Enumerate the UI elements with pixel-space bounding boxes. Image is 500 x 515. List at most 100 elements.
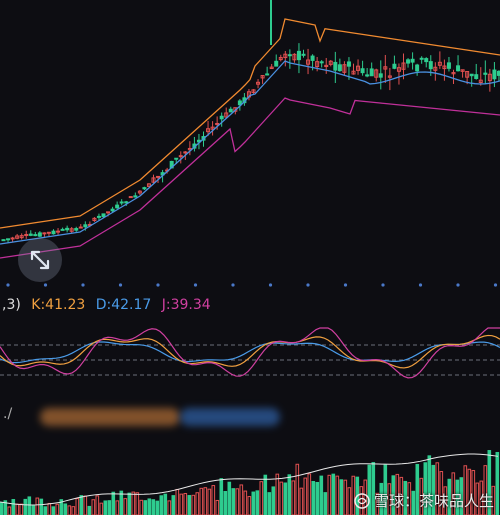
volume-bar <box>251 491 256 515</box>
volume-bar <box>323 492 328 515</box>
candle-body <box>37 232 42 237</box>
candle-body <box>278 57 283 61</box>
volume-bar <box>271 486 276 515</box>
volume-bar <box>415 463 420 515</box>
volume-bar <box>443 486 448 515</box>
volume-bar <box>303 477 308 515</box>
candle-body <box>365 74 370 77</box>
volume-bar <box>127 492 132 515</box>
candle-body <box>437 61 442 66</box>
volume-bar <box>199 487 204 515</box>
volume-bar <box>239 484 244 515</box>
diagonal-expand-icon <box>30 250 50 270</box>
volume-bar <box>7 506 12 515</box>
volume-bar <box>187 495 192 515</box>
candle-body <box>460 69 465 72</box>
candle-body <box>487 73 492 82</box>
volume-bar <box>411 490 416 515</box>
volume-bar <box>191 494 196 515</box>
volume-bar <box>119 490 124 515</box>
volume-bar <box>231 488 236 515</box>
candle-body <box>296 50 301 61</box>
volume-bar <box>67 505 72 515</box>
volume-bar <box>471 470 476 515</box>
candle-body <box>415 64 420 72</box>
volume-bar <box>27 496 32 515</box>
time-marker-dot <box>343 283 348 287</box>
candle-body <box>137 190 142 194</box>
volume-bar <box>391 475 396 515</box>
candle-body <box>151 177 156 183</box>
candle-body <box>269 66 274 70</box>
candle-body <box>206 128 211 133</box>
candle-body <box>260 75 265 79</box>
volume-bar <box>91 499 96 515</box>
volume-bar <box>207 488 212 515</box>
volume-bar <box>43 506 48 515</box>
candle-body <box>24 233 29 236</box>
volume-bar <box>423 462 428 515</box>
candle-body <box>56 230 61 233</box>
kdj-indicator-panel[interactable]: ,3) K:41.23 D:42.17 J:39.34 <box>0 290 500 402</box>
volume-bar <box>255 490 260 515</box>
candle-body <box>292 53 297 61</box>
volume-bar <box>19 503 24 515</box>
candle-body <box>133 195 138 198</box>
kdj-d-value: D:42.17 <box>95 297 152 313</box>
candle-body <box>424 58 429 63</box>
candle-body <box>19 235 24 239</box>
volume-bar <box>195 492 200 515</box>
candle-body <box>451 72 456 75</box>
time-marker-dot <box>306 283 310 287</box>
volume-bar <box>175 488 180 515</box>
blurred-label <box>180 408 280 426</box>
volume-bar <box>203 487 208 515</box>
candle-body <box>128 196 133 199</box>
kdj-k-line <box>0 334 500 369</box>
volume-bar <box>279 481 284 515</box>
candle-body <box>301 53 306 56</box>
candle-body <box>46 231 51 234</box>
candle-body <box>492 69 497 80</box>
time-marker-dot <box>493 283 498 287</box>
kdj-legend: ,3) K:41.23 D:42.17 J:39.34 <box>2 297 217 313</box>
volume-bar <box>171 495 176 515</box>
candle-body <box>410 58 415 63</box>
volume-bar <box>183 493 188 515</box>
volume-bar <box>95 495 100 515</box>
volume-label-fragment: ./ <box>3 406 13 422</box>
candle-body <box>419 57 424 60</box>
volume-bar <box>375 492 380 515</box>
candle-body <box>28 233 33 236</box>
volume-bar <box>439 471 444 515</box>
volume-bar <box>107 500 112 515</box>
candle-body <box>265 73 270 76</box>
volume-bar <box>51 506 56 515</box>
time-marker-dot <box>231 283 235 287</box>
candle-body <box>324 64 329 68</box>
candlestick-chart <box>0 0 500 287</box>
volume-bar <box>431 464 436 515</box>
volume-bar <box>87 505 92 515</box>
volume-header: ./ <box>0 402 500 432</box>
time-marker-dot <box>381 283 385 287</box>
candle-body <box>319 61 324 64</box>
volume-bar <box>455 479 460 515</box>
volume-bar <box>263 474 268 515</box>
volume-bar <box>135 492 140 515</box>
volume-bar <box>39 498 44 515</box>
volume-bar <box>447 478 452 515</box>
price-chart[interactable] <box>0 0 500 290</box>
volume-bar <box>143 500 148 515</box>
volume-bar <box>483 465 488 515</box>
volume-bar <box>331 473 336 515</box>
kdj-params: ,3) <box>2 297 21 313</box>
volume-bar <box>83 495 88 515</box>
candle-body <box>351 70 356 75</box>
candle-body <box>51 230 56 235</box>
expand-button[interactable] <box>18 238 62 282</box>
candle-body <box>101 213 106 218</box>
volume-bar <box>243 490 248 515</box>
time-marker-dot <box>456 283 460 287</box>
candle-body <box>15 235 20 239</box>
